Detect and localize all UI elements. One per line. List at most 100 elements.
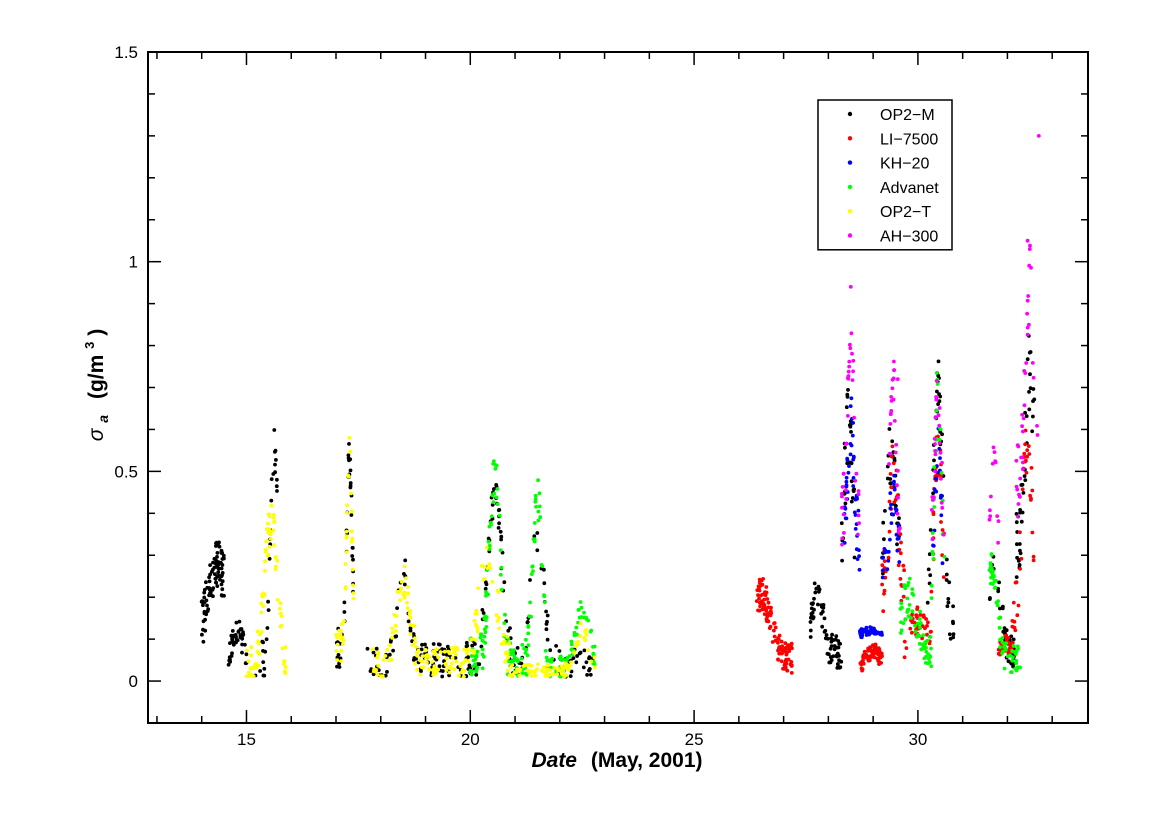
data-point <box>996 589 1001 594</box>
data-point <box>937 406 942 410</box>
data-point <box>283 665 288 670</box>
data-point <box>776 657 781 662</box>
data-point <box>917 617 922 621</box>
data-point <box>406 585 410 589</box>
data-point <box>1025 311 1029 316</box>
data-point <box>880 575 885 580</box>
data-point <box>1028 372 1032 377</box>
data-point <box>266 521 270 526</box>
data-point <box>783 646 788 650</box>
data-point <box>488 520 493 525</box>
data-point <box>339 659 343 663</box>
data-point <box>995 514 1000 518</box>
data-point <box>996 599 1000 603</box>
data-point <box>234 635 238 639</box>
data-point <box>280 646 285 651</box>
data-point <box>249 653 253 658</box>
data-point <box>940 528 945 532</box>
data-point <box>476 586 481 590</box>
data-point <box>786 657 791 662</box>
data-point <box>849 430 853 434</box>
data-point <box>529 572 534 576</box>
data-point <box>255 629 260 634</box>
data-point <box>474 608 479 613</box>
data-point <box>821 603 826 607</box>
data-point <box>930 537 935 542</box>
data-point <box>849 331 854 336</box>
data-point <box>434 647 439 652</box>
data-point <box>998 606 1002 611</box>
data-point <box>267 514 272 519</box>
data-point <box>503 659 508 663</box>
data-point <box>535 667 539 671</box>
data-point <box>219 561 223 565</box>
data-point <box>757 596 761 601</box>
data-point <box>278 601 283 606</box>
data-point <box>758 604 762 609</box>
y-tick-label: 0.5 <box>114 462 138 481</box>
data-point <box>519 656 524 661</box>
data-point <box>583 638 587 643</box>
data-point <box>246 670 251 675</box>
data-point <box>229 654 234 658</box>
data-point <box>268 532 273 536</box>
data-point <box>1016 502 1021 506</box>
data-point <box>365 646 370 651</box>
data-point <box>219 566 224 571</box>
data-point <box>881 520 886 525</box>
data-point <box>1014 458 1019 463</box>
data-point <box>882 537 886 542</box>
data-point <box>944 572 949 577</box>
data-point <box>822 630 827 634</box>
data-point <box>892 473 896 478</box>
data-point <box>835 645 839 650</box>
data-point <box>887 451 892 456</box>
data-point <box>348 468 353 473</box>
data-point <box>837 658 841 663</box>
data-point <box>584 632 589 637</box>
data-point <box>351 591 356 595</box>
data-point <box>487 524 492 529</box>
data-point <box>545 658 550 663</box>
data-point <box>210 587 215 592</box>
data-point <box>203 628 208 633</box>
data-point <box>273 470 277 475</box>
data-point <box>902 655 907 660</box>
data-point <box>341 638 346 643</box>
data-point <box>915 605 920 610</box>
data-point <box>1027 350 1032 355</box>
data-point <box>243 642 247 647</box>
data-point <box>256 639 260 644</box>
data-point <box>348 449 353 454</box>
data-point <box>887 499 892 504</box>
data-point <box>350 567 355 572</box>
data-point <box>479 564 484 568</box>
data-point <box>261 604 266 609</box>
data-point <box>545 637 550 642</box>
data-point <box>381 658 386 662</box>
data-point <box>589 628 594 633</box>
data-point <box>817 589 821 594</box>
data-point <box>201 639 206 644</box>
data-point <box>936 402 940 406</box>
data-point <box>470 669 474 673</box>
data-point <box>989 568 994 573</box>
data-point <box>497 626 502 631</box>
data-point <box>841 512 846 517</box>
data-point <box>898 607 903 611</box>
data-point <box>220 587 225 592</box>
data-point <box>857 521 861 525</box>
data-point <box>245 648 249 653</box>
data-point <box>205 603 209 608</box>
data-point <box>462 647 467 652</box>
data-point <box>380 674 385 679</box>
data-point <box>1020 412 1025 417</box>
data-point <box>895 483 899 488</box>
data-point <box>846 470 851 475</box>
data-point <box>767 626 772 630</box>
data-point <box>924 654 928 659</box>
data-point <box>1016 514 1020 519</box>
data-point <box>757 586 761 591</box>
data-point <box>1027 247 1032 252</box>
data-point <box>826 652 831 657</box>
